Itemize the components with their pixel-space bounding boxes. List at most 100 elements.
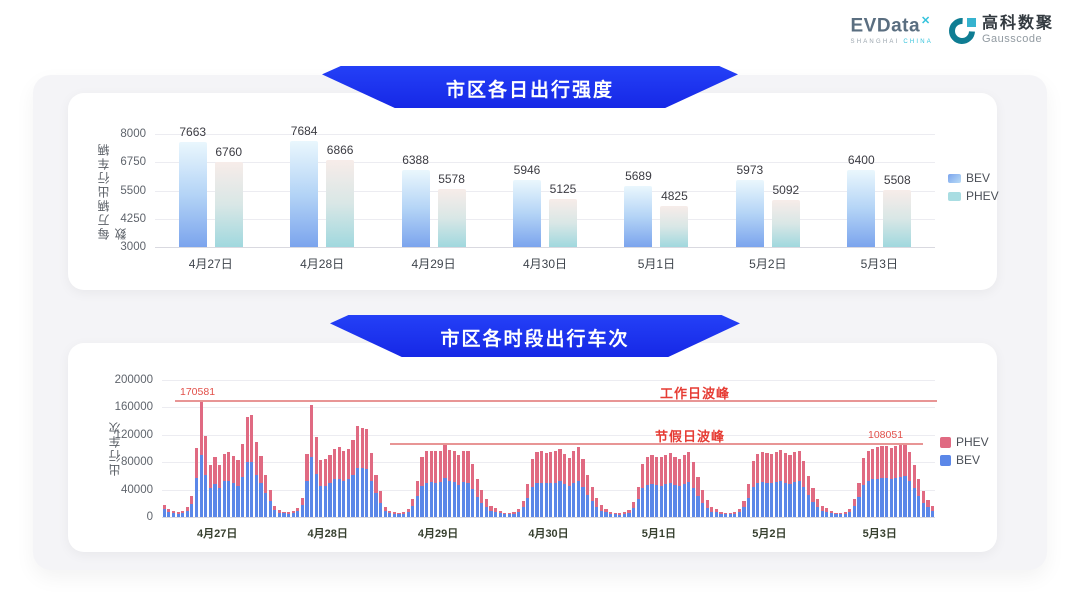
- phev-hour-bar: [742, 500, 746, 507]
- legend-item-bev[interactable]: BEV: [948, 171, 999, 185]
- bev-hour-bar: [572, 482, 576, 517]
- bev-hour-bar: [650, 484, 654, 517]
- bev-hour-bar: [526, 497, 530, 517]
- bev-bar-value: 7663: [179, 124, 207, 139]
- bev-hour-bar: [682, 484, 686, 517]
- phev-hour-bar: [655, 456, 659, 485]
- phev-hour-bar: [323, 459, 327, 486]
- bev-hour-bar: [254, 475, 258, 517]
- legend-item-bev[interactable]: BEV: [940, 453, 989, 467]
- phev-hour-bar: [208, 464, 212, 489]
- bev-hour-bar: [871, 479, 875, 517]
- phev-hour-bar: [383, 506, 387, 511]
- gridline: [155, 247, 935, 248]
- phev-hour-bar: [839, 512, 843, 515]
- phev-hour-bar: [309, 404, 314, 457]
- bev-hour-bar: [917, 495, 921, 517]
- phev-hour-bar: [825, 508, 829, 512]
- holiday-peak-value: 108051: [868, 428, 904, 441]
- phev-hour-bar: [567, 458, 571, 487]
- phev-hour-bar: [866, 451, 870, 481]
- bev-bar: [847, 170, 876, 247]
- phev-hour-bar: [898, 444, 903, 478]
- bev-bar-value: 7684: [290, 124, 318, 139]
- phev-hour-bar: [903, 443, 907, 476]
- x-tick-label: 5月3日: [862, 528, 897, 540]
- phev-hour-bar: [332, 448, 337, 480]
- phev-hour-bar: [765, 453, 769, 483]
- phev-hour-bar: [885, 446, 889, 478]
- bev-hour-bar: [857, 497, 861, 517]
- phev-swatch-icon: [948, 191, 961, 201]
- gridline: [162, 462, 935, 464]
- bev-bar: [178, 141, 207, 247]
- x-tick-label: 4月27日: [188, 257, 233, 271]
- bev-hour-bar: [866, 480, 870, 517]
- bev-hour-bar: [231, 482, 235, 517]
- legend-item-phev[interactable]: PHEV: [940, 435, 989, 449]
- phev-hour-bar: [770, 453, 774, 484]
- x-tick-label: 4月30日: [528, 528, 569, 540]
- bev-hour-bar: [549, 482, 553, 517]
- phev-hour-bar: [199, 400, 203, 455]
- bev-hour-bar: [770, 483, 774, 517]
- legend-item-phev[interactable]: PHEV: [948, 189, 999, 203]
- phev-hour-bar: [521, 500, 525, 507]
- phev-bar-value: 5092: [772, 182, 800, 197]
- phev-hour-bar: [539, 451, 544, 483]
- phev-hour-bar: [774, 451, 778, 483]
- phev-hour-bar: [194, 447, 199, 478]
- phev-hour-bar: [779, 449, 783, 481]
- bev-hour-bar: [346, 479, 350, 517]
- evdata-subtitle: SHANGHAI CHINA: [850, 38, 933, 45]
- bev-hour-bar: [908, 481, 912, 517]
- bev-hour-bar: [190, 504, 194, 517]
- bev-hour-bar: [618, 514, 622, 517]
- bev-hour-bar: [825, 511, 829, 517]
- phev-hour-bar: [447, 449, 452, 482]
- bev-hour-bar: [627, 512, 631, 517]
- bev-hour-bar: [590, 501, 594, 517]
- phev-hour-bar: [894, 445, 898, 478]
- bev-hour-bar: [383, 510, 387, 517]
- y-tick-label: 4250: [120, 212, 146, 225]
- phev-hour-bar: [806, 475, 811, 496]
- bev-hour-bar: [512, 513, 516, 517]
- bev-hour-bar: [535, 482, 539, 517]
- banner-title: 市区各时段出行车次: [440, 329, 630, 350]
- bev-hour-bar: [668, 482, 673, 517]
- bev-hour-bar: [388, 513, 392, 517]
- phev-hour-bar: [217, 464, 222, 489]
- bev-hour-bar: [788, 484, 792, 517]
- legend-label: BEV: [956, 453, 981, 467]
- daily-intensity-plot: 3000 4250 5500 6750 8000 4月27日 7663 6760 4月28日 76…: [120, 124, 935, 271]
- phev-hour-bar: [259, 456, 263, 483]
- phev-hour-bar: [466, 451, 470, 483]
- bev-hour-bar: [296, 511, 300, 517]
- phev-swatch-icon: [940, 436, 951, 448]
- daily-intensity-banner: 市区各日出行强度: [322, 66, 738, 108]
- gausscode-logo: 高科数聚 Gausscode: [949, 16, 1054, 45]
- phev-hour-bar: [880, 445, 884, 478]
- phev-hour-bar: [618, 513, 622, 515]
- phev-bar-value: 5508: [883, 173, 911, 188]
- bev-hour-bar: [820, 511, 824, 517]
- hourly-trips-banner: 市区各时段出行车次: [330, 315, 740, 357]
- phev-hour-bar: [176, 511, 180, 514]
- phev-hour-bar: [572, 451, 576, 483]
- phev-hour-bar: [871, 448, 875, 480]
- bev-hour-bar: [880, 477, 884, 517]
- phev-hour-bar: [696, 477, 700, 496]
- phev-hour-bar: [452, 450, 456, 483]
- phev-hour-bar: [434, 451, 438, 483]
- bev-bar-value: 6388: [402, 153, 429, 168]
- phev-hour-bar: [162, 504, 166, 510]
- bev-hour-bar: [176, 513, 180, 517]
- bev-hour-bar: [756, 483, 760, 517]
- phev-hour-bar: [185, 507, 189, 511]
- phev-hour-bar: [526, 484, 530, 498]
- bev-hour-bar: [171, 512, 176, 517]
- phev-hour-bar: [351, 439, 355, 475]
- phev-bar: [660, 205, 689, 247]
- phev-hour-bar: [406, 508, 410, 512]
